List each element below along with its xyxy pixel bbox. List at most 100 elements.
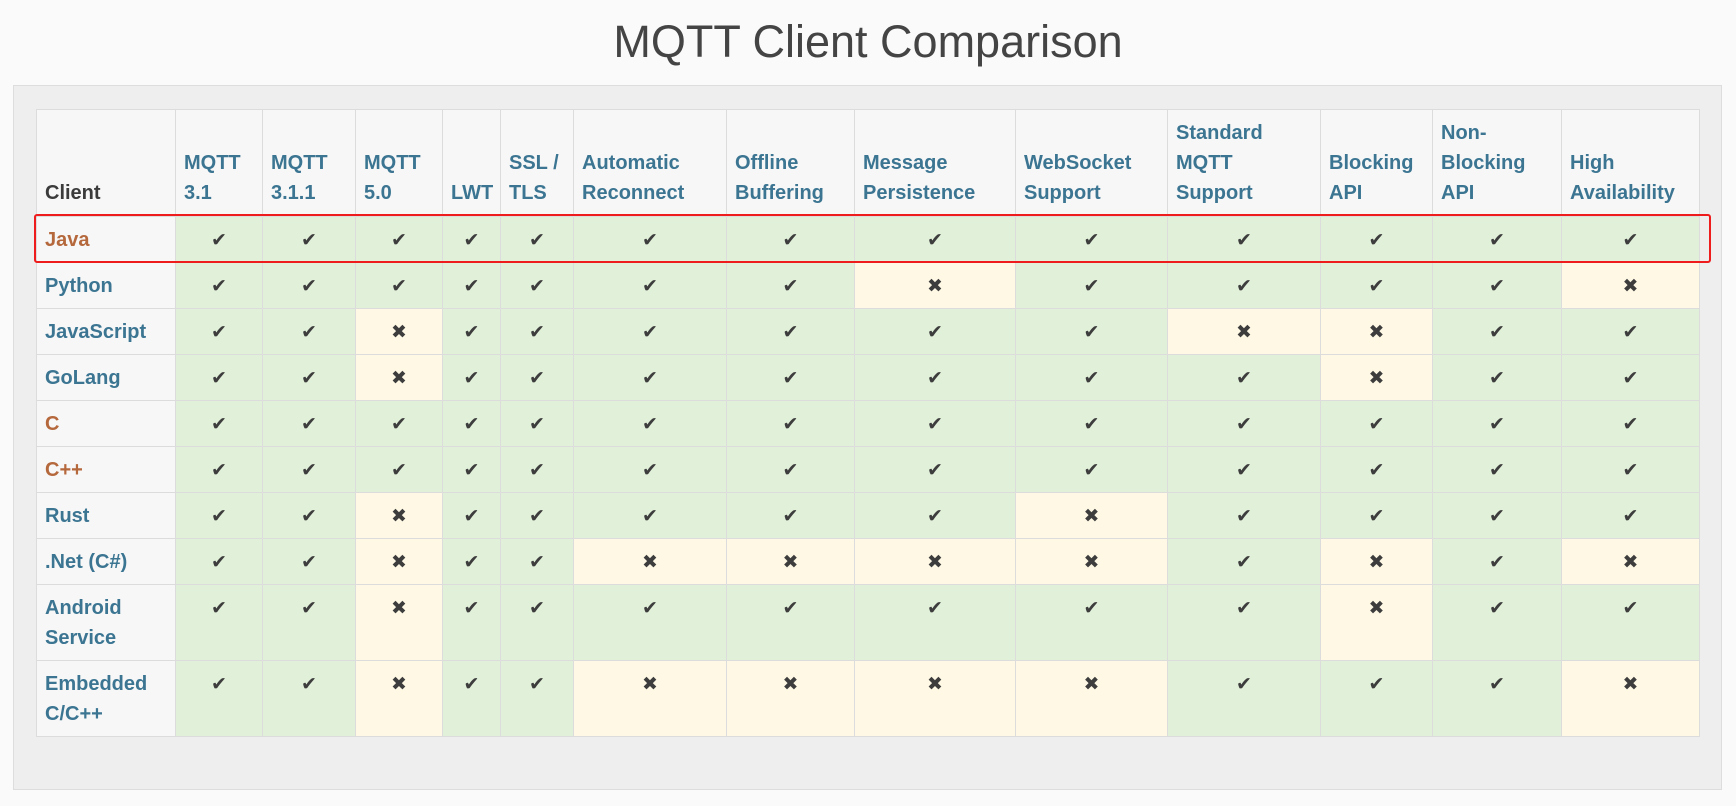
support-cell: ✔ <box>262 308 356 355</box>
support-cell: ✖ <box>355 308 443 355</box>
support-cell: ✔ <box>854 400 1016 447</box>
check-icon: ✔ <box>391 460 407 481</box>
header-mqtt-5-0[interactable]: MQTT 5.0 <box>355 109 443 217</box>
table-row-net-c-sharp: .Net (C#) ✔ ✔ ✖ ✔ ✔ ✖ ✖ ✖ ✖ ✔ ✖ ✔ ✖ <box>36 538 1700 585</box>
header-standard-mqtt-support[interactable]: Standard MQTT Support <box>1167 109 1321 217</box>
check-icon: ✔ <box>642 414 658 435</box>
support-cell: ✖ <box>1015 538 1168 585</box>
support-cell: ✖ <box>854 660 1016 737</box>
check-icon: ✔ <box>301 674 317 695</box>
support-cell: ✔ <box>1561 216 1700 263</box>
check-icon: ✔ <box>1236 460 1252 481</box>
client-link-embedded-c-c-plus-plus[interactable]: Embedded C/C++ <box>36 660 176 737</box>
client-link-java[interactable]: Java <box>36 216 176 263</box>
check-icon: ✔ <box>301 230 317 251</box>
check-icon: ✔ <box>1622 598 1639 619</box>
support-cell: ✖ <box>573 660 727 737</box>
support-cell: ✔ <box>500 216 574 263</box>
cross-icon: ✖ <box>782 674 799 695</box>
support-cell: ✔ <box>175 660 263 737</box>
support-cell: ✔ <box>262 660 356 737</box>
support-cell: ✔ <box>1320 492 1433 539</box>
header-mqtt-3-1-1[interactable]: MQTT 3.1.1 <box>262 109 356 217</box>
check-icon: ✔ <box>211 230 227 251</box>
client-link-javascript[interactable]: JavaScript <box>36 308 176 355</box>
check-icon: ✔ <box>1368 506 1385 527</box>
check-icon: ✔ <box>1489 506 1505 527</box>
check-icon: ✔ <box>391 276 407 297</box>
client-link-rust[interactable]: Rust <box>36 492 176 539</box>
support-cell: ✔ <box>1432 660 1562 737</box>
client-link-python[interactable]: Python <box>36 262 176 309</box>
client-link-golang[interactable]: GoLang <box>36 354 176 401</box>
cross-icon: ✖ <box>1622 552 1639 573</box>
check-icon: ✔ <box>927 598 943 619</box>
header-non-blocking-api[interactable]: Non-Blocking API <box>1432 109 1562 217</box>
cross-icon: ✖ <box>782 552 799 573</box>
check-icon: ✔ <box>1368 230 1385 251</box>
check-icon: ✔ <box>642 598 658 619</box>
check-icon: ✔ <box>211 552 227 573</box>
support-cell: ✖ <box>1015 660 1168 737</box>
support-cell: ✔ <box>262 262 356 309</box>
check-icon: ✔ <box>927 322 943 343</box>
support-cell: ✔ <box>854 216 1016 263</box>
comparison-panel: Client MQTT 3.1 MQTT 3.1.1 MQTT 5.0 LWT … <box>13 85 1722 790</box>
client-link-c[interactable]: C <box>36 400 176 447</box>
support-cell: ✖ <box>1015 492 1168 539</box>
support-cell: ✔ <box>442 262 501 309</box>
check-icon: ✔ <box>1083 414 1100 435</box>
support-cell: ✔ <box>442 216 501 263</box>
check-icon: ✔ <box>642 230 658 251</box>
header-high-availability[interactable]: High Availability <box>1561 109 1700 217</box>
header-ssl-tls[interactable]: SSL / TLS <box>500 109 574 217</box>
support-cell: ✔ <box>1015 216 1168 263</box>
table-row-embedded-c-c-plus-plus: Embedded C/C++ ✔ ✔ ✖ ✔ ✔ ✖ ✖ ✖ ✖ ✔ ✔ ✔ ✖ <box>36 660 1700 737</box>
table-row-rust: Rust ✔ ✔ ✖ ✔ ✔ ✔ ✔ ✔ ✖ ✔ ✔ ✔ ✔ <box>36 492 1700 539</box>
check-icon: ✔ <box>642 276 658 297</box>
check-icon: ✔ <box>529 276 545 297</box>
client-link-net-c-sharp[interactable]: .Net (C#) <box>36 538 176 585</box>
header-automatic-reconnect[interactable]: Automatic Reconnect <box>573 109 727 217</box>
check-icon: ✔ <box>1083 230 1100 251</box>
table-row-golang: GoLang ✔ ✔ ✖ ✔ ✔ ✔ ✔ ✔ ✔ ✔ ✖ ✔ ✔ <box>36 354 1700 401</box>
header-websocket-support[interactable]: WebSocket Support <box>1015 109 1168 217</box>
check-icon: ✔ <box>211 506 227 527</box>
support-cell: ✖ <box>1320 354 1433 401</box>
check-icon: ✔ <box>463 368 480 389</box>
support-cell: ✔ <box>500 660 574 737</box>
support-cell: ✔ <box>1015 262 1168 309</box>
check-icon: ✔ <box>301 276 317 297</box>
check-icon: ✔ <box>782 598 799 619</box>
client-link-android-service[interactable]: Android Service <box>36 584 176 661</box>
support-cell: ✔ <box>1167 354 1321 401</box>
cross-icon: ✖ <box>391 598 407 619</box>
check-icon: ✔ <box>301 552 317 573</box>
check-icon: ✔ <box>1622 414 1639 435</box>
header-offline-buffering[interactable]: Offline Buffering <box>726 109 855 217</box>
cross-icon: ✖ <box>927 276 943 297</box>
check-icon: ✔ <box>1083 460 1100 481</box>
header-lwt[interactable]: LWT <box>442 109 501 217</box>
check-icon: ✔ <box>1368 414 1385 435</box>
header-message-persistence[interactable]: Message Persistence <box>854 109 1016 217</box>
check-icon: ✔ <box>529 230 545 251</box>
support-cell: ✔ <box>175 262 263 309</box>
table-row-python: Python ✔ ✔ ✔ ✔ ✔ ✔ ✔ ✖ ✔ ✔ ✔ ✔ ✖ <box>36 262 1700 309</box>
check-icon: ✔ <box>782 322 799 343</box>
check-icon: ✔ <box>463 552 480 573</box>
check-icon: ✔ <box>642 506 658 527</box>
support-cell: ✔ <box>573 446 727 493</box>
support-cell: ✖ <box>1561 660 1700 737</box>
header-mqtt-3-1[interactable]: MQTT 3.1 <box>175 109 263 217</box>
cross-icon: ✖ <box>1083 552 1100 573</box>
header-blocking-api[interactable]: Blocking API <box>1320 109 1433 217</box>
support-cell: ✔ <box>1561 492 1700 539</box>
cross-icon: ✖ <box>391 322 407 343</box>
cross-icon: ✖ <box>1083 674 1100 695</box>
check-icon: ✔ <box>927 368 943 389</box>
check-icon: ✔ <box>301 368 317 389</box>
check-icon: ✔ <box>1236 674 1252 695</box>
client-link-c-plus-plus[interactable]: C++ <box>36 446 176 493</box>
support-cell: ✔ <box>1432 584 1562 661</box>
